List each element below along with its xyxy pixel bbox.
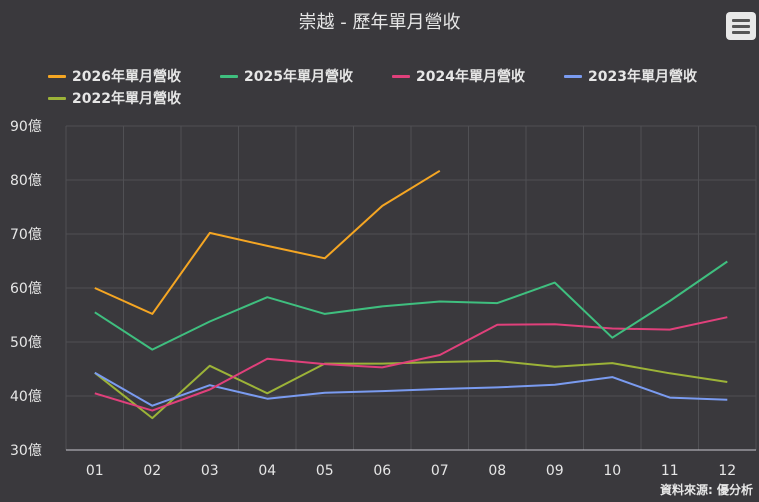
series-line <box>94 260 728 351</box>
y-tick-label: 80億 <box>10 173 42 189</box>
legend-swatch <box>220 74 238 78</box>
legend-item[interactable]: 2026年單月營收 <box>48 66 200 86</box>
x-tick-label: 11 <box>661 463 679 479</box>
legend-label: 2022年單月營收 <box>72 91 181 107</box>
legend-swatch <box>48 74 66 78</box>
legend-item[interactable]: 2025年單月營收 <box>220 66 372 86</box>
source-credit: 資料來源: 優分析 <box>660 483 753 497</box>
menu-bar <box>732 31 750 34</box>
legend-label: 2024年單月營收 <box>416 69 525 85</box>
x-tick-label: 01 <box>86 463 104 479</box>
y-tick-label: 30億 <box>10 443 42 459</box>
y-tick-label: 60億 <box>10 281 42 297</box>
legend-label: 2023年單月營收 <box>588 69 697 85</box>
legend-label: 2026年單月營收 <box>72 69 181 85</box>
x-tick-label: 08 <box>488 463 506 479</box>
series-line <box>94 371 728 407</box>
y-tick-label: 50億 <box>10 335 42 351</box>
series-line <box>94 169 441 315</box>
legend: 2026年單月營收 2025年單月營收 2024年單月營收 2023年單月營收 2022… <box>48 66 728 108</box>
x-tick-label: 12 <box>718 463 736 479</box>
chart-title: 崇越 - 歷年單月營收 <box>298 12 461 33</box>
x-tick-label: 05 <box>316 463 334 479</box>
x-tick-label: 04 <box>258 463 276 479</box>
x-tick-label: 03 <box>201 463 219 479</box>
y-tick-label: 40億 <box>10 389 42 405</box>
menu-bar <box>732 25 750 28</box>
series-line <box>94 316 728 412</box>
menu-bar <box>732 19 750 22</box>
hamburger-menu-icon[interactable] <box>726 12 756 40</box>
x-tick-label: 07 <box>431 463 449 479</box>
x-tick-label: 10 <box>603 463 621 479</box>
y-tick-label: 70億 <box>10 227 42 243</box>
series-line <box>94 359 728 420</box>
legend-swatch <box>564 74 582 78</box>
legend-swatch <box>392 74 410 78</box>
legend-label: 2025年單月營收 <box>244 69 353 85</box>
y-tick-label: 90億 <box>10 119 42 135</box>
x-tick-label: 09 <box>546 463 564 479</box>
legend-item[interactable]: 2023年單月營收 <box>564 66 716 86</box>
legend-item[interactable]: 2022年單月營收 <box>48 88 200 108</box>
x-tick-label: 02 <box>143 463 161 479</box>
legend-swatch <box>48 96 66 100</box>
x-tick-label: 06 <box>373 463 391 479</box>
legend-item[interactable]: 2024年單月營收 <box>392 66 544 86</box>
